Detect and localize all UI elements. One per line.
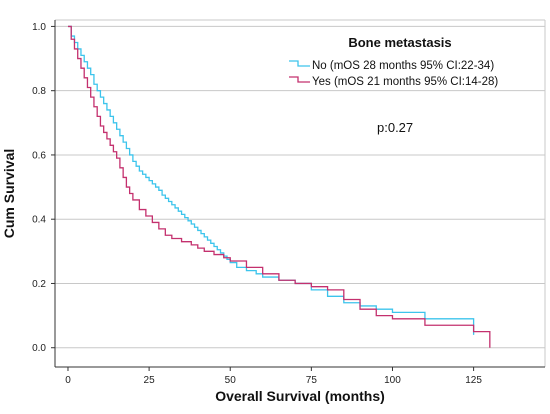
x-tick-label-0: 0 [65, 375, 71, 386]
survival-curves [67, 25, 491, 348]
y-axis-title: Cum Survival [1, 149, 17, 238]
y-tick-label-1: 0.2 [32, 279, 46, 290]
legend-entry-yes: Yes (mOS 21 months 95% CI:14-28) [289, 76, 498, 88]
axes [54, 20, 545, 368]
grid-layer [55, 19, 546, 367]
y-tick-label-5: 1.0 [32, 22, 46, 33]
legend-label-no: No (mOS 28 months 95% CI:22-34) [312, 60, 494, 72]
y-tick-label-3: 0.6 [32, 150, 46, 161]
p-value-annotation: p:0.27 [377, 120, 413, 135]
x-tick-label-3: 75 [306, 375, 318, 386]
legend-title: Bone metastasis [348, 35, 451, 50]
legend-swatch-no [289, 60, 310, 67]
y-tick-label-4: 0.8 [32, 86, 46, 97]
survival-curve-no [67, 25, 475, 335]
legend-label-yes: Yes (mOS 21 months 95% CI:14-28) [312, 76, 498, 88]
legend-swatch-yes [289, 76, 310, 83]
x-axis-title: Overall Survival (months) [215, 388, 385, 404]
x-tick-label-2: 50 [225, 375, 237, 386]
y-tick-label-0: 0.0 [32, 343, 46, 354]
x-tick-label-5: 125 [465, 375, 482, 386]
tick-labels: 0 25 50 75 100 125 0.0 0.2 0.4 0.6 0.8 1.0 [32, 22, 482, 386]
legend-entry-no: No (mOS 28 months 95% CI:22-34) [289, 60, 494, 72]
x-tick-label-1: 25 [144, 375, 156, 386]
legend: Bone metastasis No (mOS 28 months 95% CI… [289, 35, 498, 88]
x-tick-label-4: 100 [384, 375, 401, 386]
y-tick-label-2: 0.4 [32, 215, 46, 226]
survival-curve-yes [67, 25, 491, 348]
